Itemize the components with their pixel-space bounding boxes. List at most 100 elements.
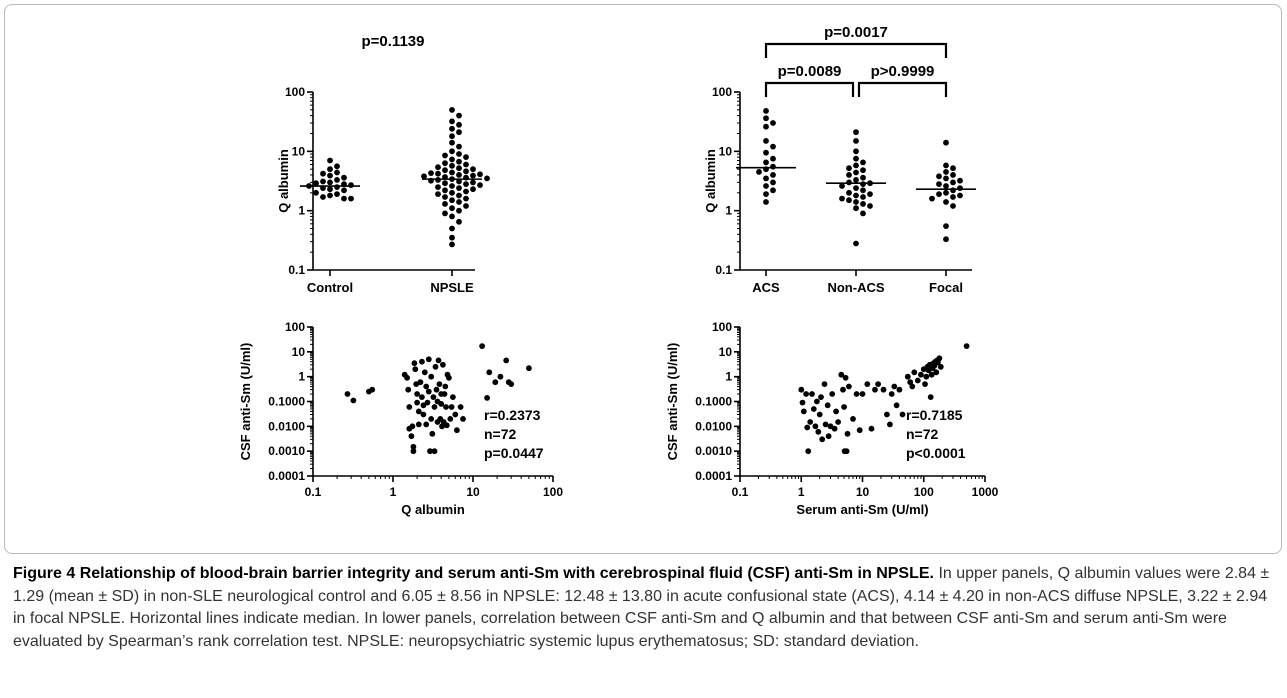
data-point bbox=[327, 192, 333, 199]
data-point bbox=[957, 177, 963, 184]
correlation-stat: r=0.7185 bbox=[906, 407, 963, 423]
data-point bbox=[763, 199, 769, 205]
data-point bbox=[313, 189, 319, 196]
y-tick-label: 1 bbox=[725, 204, 732, 218]
data-point bbox=[430, 394, 437, 400]
data-point bbox=[853, 162, 859, 169]
data-point bbox=[936, 191, 942, 198]
data-point bbox=[824, 402, 831, 409]
y-tick-label: 0.0001 bbox=[695, 469, 732, 483]
correlation-stat: p=0.0447 bbox=[484, 445, 544, 461]
data-point bbox=[875, 381, 881, 387]
data-point bbox=[860, 159, 866, 166]
data-point bbox=[911, 369, 918, 376]
y-axis-title: CSF anti-Sm (U/ml) bbox=[665, 343, 680, 461]
data-point bbox=[470, 166, 476, 173]
data-point bbox=[414, 399, 420, 406]
data-point bbox=[470, 179, 476, 186]
data-point bbox=[449, 205, 455, 212]
data-point bbox=[320, 170, 326, 177]
data-point bbox=[891, 383, 898, 390]
data-point bbox=[957, 192, 963, 199]
data-point bbox=[334, 177, 340, 183]
data-point bbox=[853, 205, 859, 212]
data-point bbox=[846, 165, 852, 172]
data-point bbox=[449, 107, 455, 113]
figure-caption: Figure 4 Relationship of blood-brain bar… bbox=[13, 563, 1275, 653]
data-point bbox=[918, 371, 924, 378]
data-point bbox=[470, 172, 476, 179]
data-point bbox=[814, 398, 820, 405]
data-point bbox=[486, 369, 493, 376]
data-point bbox=[803, 391, 809, 397]
y-tick-label: 1 bbox=[298, 370, 305, 384]
data-point bbox=[923, 373, 930, 380]
data-point bbox=[341, 195, 347, 202]
data-point bbox=[456, 192, 462, 199]
data-point bbox=[860, 201, 866, 207]
data-point bbox=[442, 167, 448, 174]
y-tick-label: 1 bbox=[298, 204, 305, 218]
data-point bbox=[943, 199, 949, 205]
data-point bbox=[449, 125, 455, 132]
data-point bbox=[410, 448, 417, 455]
data-point bbox=[420, 402, 427, 409]
data-point bbox=[763, 175, 769, 182]
data-point bbox=[448, 404, 455, 410]
data-point bbox=[425, 356, 432, 363]
data-point bbox=[856, 427, 863, 434]
data-point bbox=[463, 168, 469, 175]
data-point bbox=[809, 391, 815, 397]
x-tick-label: 100 bbox=[914, 485, 934, 499]
data-point bbox=[425, 388, 432, 395]
significance-bracket bbox=[764, 81, 855, 97]
data-point bbox=[943, 139, 949, 146]
data-point bbox=[896, 386, 903, 393]
data-point bbox=[860, 167, 866, 174]
data-point bbox=[763, 183, 769, 189]
data-point bbox=[449, 156, 455, 163]
x-tick-label: 10 bbox=[856, 485, 870, 499]
correlation-stat: p<0.0001 bbox=[906, 445, 966, 461]
y-axis-title: Q albumin bbox=[276, 149, 291, 213]
y-tick-label: 0.0010 bbox=[268, 444, 305, 458]
data-point bbox=[844, 430, 851, 437]
data-point bbox=[763, 138, 769, 144]
data-point bbox=[825, 433, 832, 440]
data-point bbox=[853, 148, 859, 155]
data-point bbox=[492, 379, 499, 386]
data-point bbox=[880, 386, 887, 393]
data-point bbox=[843, 448, 850, 455]
data-point bbox=[833, 408, 839, 415]
y-tick-label: 0.1 bbox=[288, 263, 305, 277]
data-point bbox=[435, 184, 441, 191]
data-point bbox=[449, 213, 455, 220]
x-tick-label: 0.1 bbox=[305, 485, 322, 499]
bracket-pvalue: p=0.0089 bbox=[778, 63, 842, 80]
data-point bbox=[429, 430, 436, 437]
data-point bbox=[763, 191, 769, 198]
data-point bbox=[763, 123, 769, 130]
data-point bbox=[479, 343, 485, 349]
data-point bbox=[446, 374, 452, 381]
data-point bbox=[428, 373, 435, 380]
data-point bbox=[456, 207, 462, 214]
data-point bbox=[421, 173, 427, 180]
data-point bbox=[943, 169, 949, 175]
data-point bbox=[816, 411, 823, 418]
data-point bbox=[804, 424, 811, 431]
data-point bbox=[853, 391, 860, 397]
data-point bbox=[839, 195, 845, 202]
data-point bbox=[334, 184, 340, 191]
data-point bbox=[463, 203, 469, 209]
data-point bbox=[839, 183, 845, 189]
data-point bbox=[763, 115, 769, 122]
y-tick-label: 0.1000 bbox=[268, 395, 305, 409]
data-point bbox=[860, 187, 866, 194]
data-point bbox=[904, 373, 911, 380]
data-point bbox=[927, 394, 934, 400]
data-point bbox=[484, 395, 490, 401]
x-axis-title: Serum anti-Sm (U/ml) bbox=[796, 502, 928, 517]
caption-body: In upper panels, Q albumin values were 2… bbox=[13, 565, 1270, 650]
data-point bbox=[327, 172, 333, 179]
